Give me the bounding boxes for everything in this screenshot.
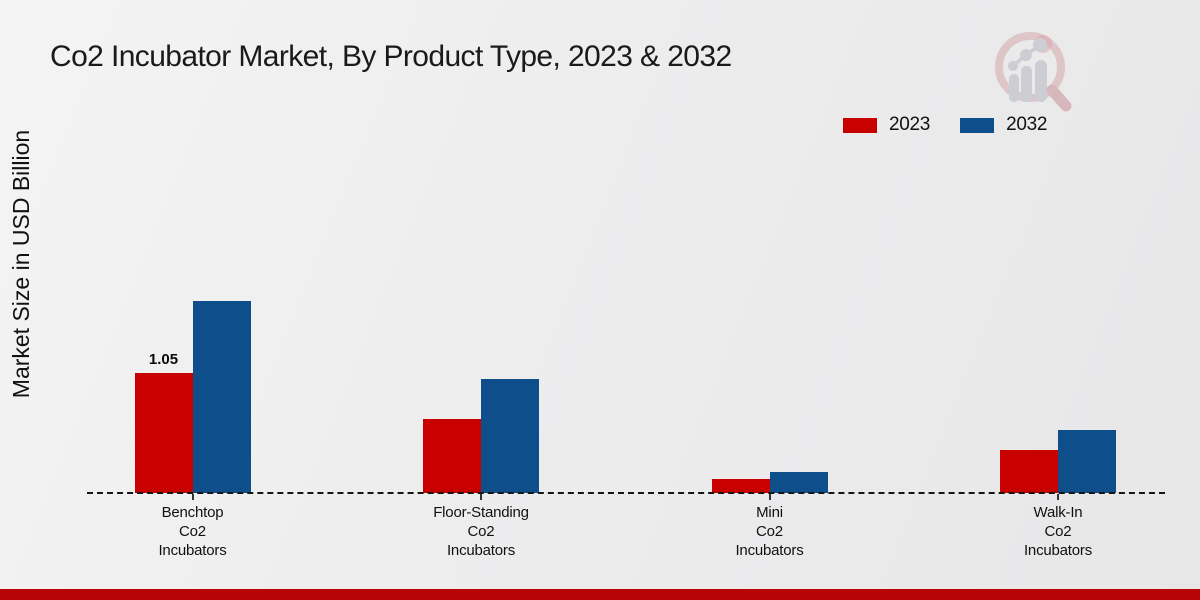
bar-2032-group2 <box>769 472 828 493</box>
chart-title: Co2 Incubator Market, By Product Type, 2… <box>50 40 732 73</box>
x-axis-tick <box>191 494 194 500</box>
legend-item-2032: 2032 <box>960 114 1047 136</box>
category-label: Mini Co2 Incubators <box>735 504 804 560</box>
bar-2023-group3 <box>1000 450 1058 493</box>
bar-value-label: 1.05 <box>148 351 179 368</box>
bar-2032-group3 <box>1058 430 1116 493</box>
category-label: Floor-Standing Co2 Incubators <box>433 504 529 560</box>
x-axis-tick <box>1057 494 1059 500</box>
x-axis-tick <box>768 494 771 500</box>
legend-swatch-2032 <box>960 117 995 133</box>
category-label: Walk-In Co2 Incubators <box>1023 504 1093 560</box>
legend-label-2023: 2023 <box>889 114 931 135</box>
bar-2023-group2 <box>711 479 770 493</box>
x-axis-dashed-baseline <box>87 492 1165 494</box>
legend-swatch-2023 <box>843 117 877 133</box>
category-label: Benchtop Co2 Incubators <box>158 504 227 560</box>
legend: 2023 2032 <box>843 114 1047 136</box>
legend-label-2032: 2032 <box>1006 114 1048 135</box>
bar-2023-group1 <box>423 419 481 493</box>
legend-item-2023: 2023 <box>843 114 930 136</box>
bar-2023-group0 <box>134 373 193 493</box>
magnifier-bar-chart-logo-icon <box>995 32 1072 112</box>
x-axis-tick <box>480 494 482 500</box>
bar-2032-group0 <box>192 301 251 493</box>
bar-2032-group1 <box>481 379 539 493</box>
bottom-accent-strip <box>0 589 1200 600</box>
